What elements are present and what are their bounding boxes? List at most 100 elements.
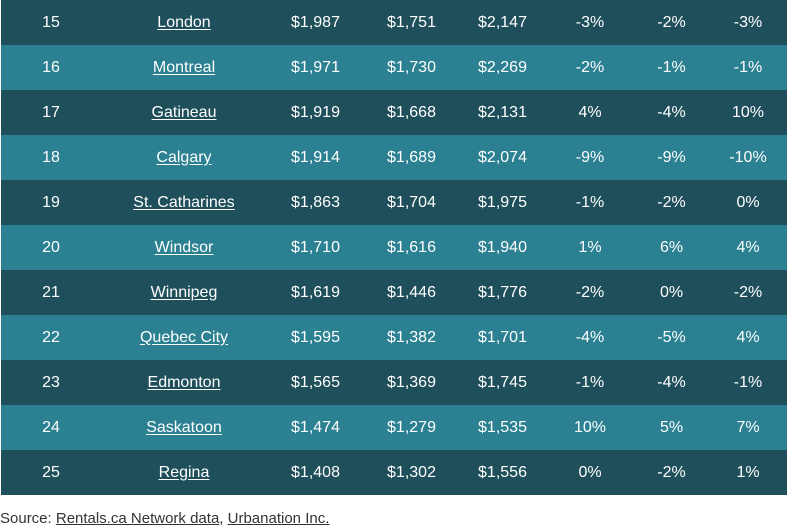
change-cell-3: -3% [733,13,763,31]
rent-cell-2: $1,382 [387,328,436,346]
rank-cell: 15 [42,13,60,31]
rent-cell-2: $1,369 [387,373,436,391]
rent-cell-3: $1,701 [478,328,527,346]
rent-cell-3: $2,269 [478,58,527,76]
table-row: 19 St. Catharines $1,863 $1,704 $1,975 -1% -2%… [1,180,787,225]
change-cell-2: -4% [657,103,686,121]
change-cell-2: -2% [657,463,686,481]
rent-cell-3: $1,745 [478,373,527,391]
rent-cell-2: $1,730 [387,58,436,76]
rent-cell-1: $1,914 [291,148,340,166]
change-cell-1: 10% [573,418,607,436]
rent-cell-2: $1,279 [387,418,436,436]
rank-cell: 24 [42,418,60,436]
city-link[interactable]: Windsor [154,238,214,256]
rank-cell: 17 [42,103,60,121]
change-cell-1: -2% [575,283,605,301]
change-cell-1: -1% [575,193,605,211]
rank-cell: 20 [42,238,60,256]
city-cell: Saskatoon [101,405,267,450]
rent-cell-2: $1,668 [387,103,436,121]
change-cell-2: -2% [657,13,686,31]
change-cell-1: -2% [575,58,605,76]
change-cell-3: 10% [731,103,765,121]
table-row: 16 Montreal $1,971 $1,730 $2,269 -2% -1% -1% [1,45,787,90]
city-link[interactable]: St. Catharines [133,193,235,211]
change-cell-2: 5% [659,418,684,436]
table-row: 21 Winnipeg $1,619 $1,446 $1,776 -2% 0% -2% [1,270,787,315]
table-row: 23 Edmonton $1,565 $1,369 $1,745 -1% -4% -1% [1,360,787,405]
change-cell-1: -1% [575,373,605,391]
city-link[interactable]: Edmonton [147,373,221,391]
rent-cell-2: $1,302 [387,463,436,481]
change-cell-3: -2% [733,283,763,301]
rent-cell-2: $1,446 [387,283,436,301]
source-link-rentals[interactable]: Rentals.ca Network data [55,510,220,527]
rent-cell-3: $2,147 [478,13,527,31]
change-cell-2: -5% [657,328,686,346]
rent-cell-3: $1,556 [478,463,527,481]
change-cell-1: 1% [578,238,602,256]
table-row: 25 Regina $1,408 $1,302 $1,556 0% -2% 1% [1,450,787,495]
table-row: 17 Gatineau $1,919 $1,668 $2,131 4% -4% 10% [1,90,787,135]
city-link[interactable]: London [157,13,211,31]
city-link[interactable]: Saskatoon [146,418,222,436]
rent-cell-1: $1,863 [291,193,340,211]
city-link[interactable]: Calgary [156,148,212,166]
change-cell-3: 4% [736,238,760,256]
change-cell-3: -1% [733,58,763,76]
city-cell: Regina [101,450,267,495]
change-cell-1: -4% [575,328,605,346]
rank-cell: 18 [42,148,60,166]
city-link[interactable]: Gatineau [151,103,217,121]
source-prefix: Source: [0,510,56,527]
rent-cell-1: $1,971 [291,58,340,76]
table-row: 15 London $1,987 $1,751 $2,147 -3% -2% -3% [1,0,787,45]
change-cell-3: -1% [733,373,763,391]
change-cell-2: -9% [657,148,686,166]
rent-table-container: 15 London $1,987 $1,751 $2,147 -3% -2% -3% 16 Mon… [1,0,787,495]
city-cell: Calgary [101,135,267,180]
city-link[interactable]: Winnipeg [150,283,218,301]
change-cell-2: -4% [657,373,686,391]
rank-cell: 22 [42,328,60,346]
rent-cell-2: $1,704 [387,193,436,211]
city-cell: Windsor [101,225,267,270]
rent-table: 15 London $1,987 $1,751 $2,147 -3% -2% -3% 16 Mon… [1,0,787,495]
rent-cell-3: $1,776 [478,283,527,301]
change-cell-1: 0% [578,463,602,481]
change-cell-3: 7% [736,418,760,436]
rent-cell-3: $1,940 [478,238,527,256]
source-note: Source: Rentals.ca Network data, Urbanat… [0,510,329,527]
change-cell-2: -2% [657,193,686,211]
change-cell-3: -10% [729,148,767,166]
city-link[interactable]: Montreal [152,58,216,76]
rent-cell-1: $1,595 [291,328,340,346]
rent-cell-1: $1,408 [291,463,340,481]
rent-cell-1: $1,474 [291,418,340,436]
change-cell-3: 0% [736,193,760,211]
change-cell-2: 6% [659,238,684,256]
change-cell-2: -1% [657,58,686,76]
table-row: 22 Quebec City $1,595 $1,382 $1,701 -4% -5% 4% [1,315,787,360]
rent-cell-2: $1,751 [387,13,436,31]
city-link[interactable]: Quebec City [139,328,229,346]
rank-cell: 23 [42,373,60,391]
city-cell: Quebec City [101,315,267,360]
rent-cell-3: $1,975 [478,193,527,211]
table-body: 15 London $1,987 $1,751 $2,147 -3% -2% -3% 16 Mon… [1,0,787,495]
source-link-urbanation[interactable]: Urbanation Inc. [227,510,330,527]
city-cell: Montreal [101,45,267,90]
rent-cell-2: $1,689 [387,148,436,166]
change-cell-1: -3% [575,13,605,31]
rent-cell-3: $1,535 [478,418,527,436]
table-row: 24 Saskatoon $1,474 $1,279 $1,535 10% 5% 7% [1,405,787,450]
city-link[interactable]: Regina [158,463,210,481]
rank-cell: 21 [42,283,60,301]
rent-cell-1: $1,710 [291,238,340,256]
city-cell: St. Catharines [101,180,267,225]
rent-cell-1: $1,919 [291,103,340,121]
rent-cell-1: $1,565 [291,373,340,391]
change-cell-2: 0% [659,283,684,301]
change-cell-1: 4% [578,103,602,121]
